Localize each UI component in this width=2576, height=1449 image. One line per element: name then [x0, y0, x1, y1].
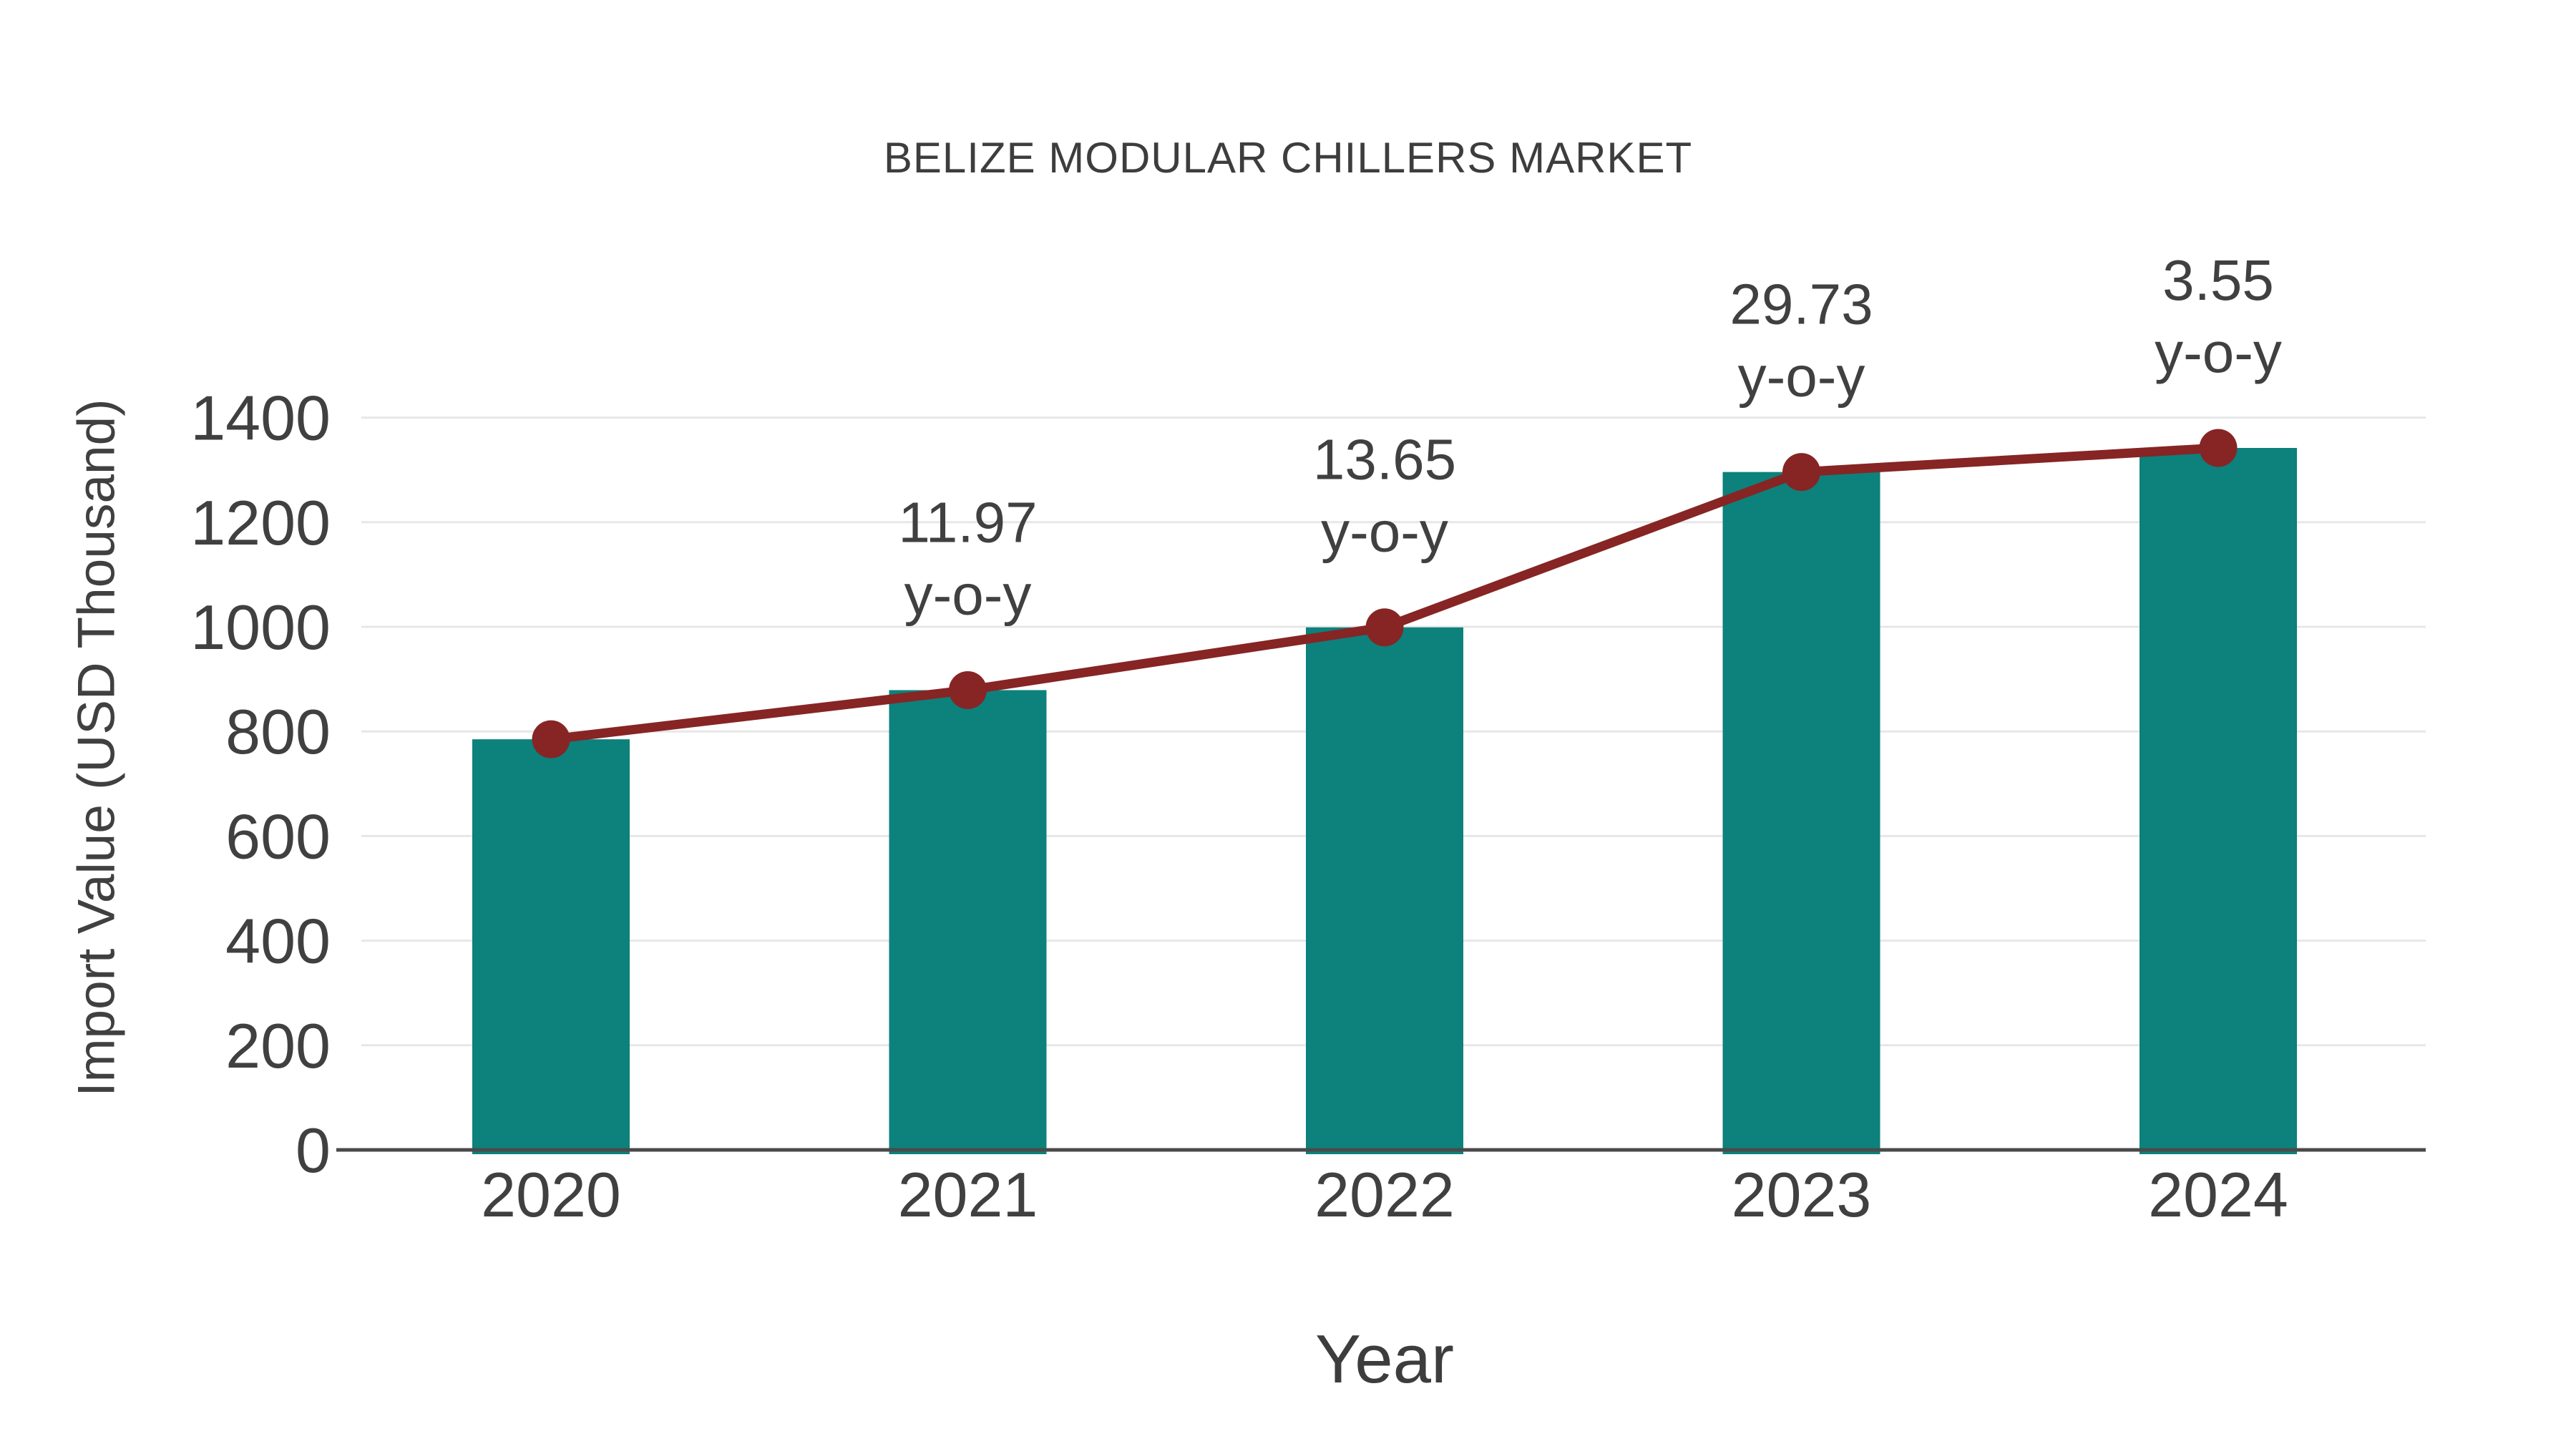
x-tick-label-2021: 2021: [898, 1159, 1038, 1230]
annotation-2023-suffix: y-o-y: [1738, 345, 1865, 409]
annotation-2021-value: 11.97: [898, 490, 1037, 554]
point-2022: [1365, 608, 1404, 647]
y-tick-label-200: 200: [225, 1010, 331, 1081]
annotation-2024-value: 3.55: [2162, 248, 2274, 312]
y-tick-label-0: 0: [296, 1115, 331, 1186]
point-2020: [532, 720, 570, 758]
point-2021: [949, 670, 987, 709]
x-tick-label-2023: 2023: [1732, 1159, 1872, 1230]
x-tick-label-2024: 2024: [2148, 1159, 2288, 1230]
x-tick-label-2022: 2022: [1314, 1159, 1455, 1230]
bar-2021: [889, 690, 1047, 1154]
annotation-2023-value: 29.73: [1729, 273, 1873, 336]
annotation-2022-value: 13.65: [1313, 428, 1456, 492]
point-2024: [2199, 429, 2238, 467]
annotation-2024-suffix: y-o-y: [2155, 321, 2282, 384]
annotation-2021-suffix: y-o-y: [904, 562, 1032, 626]
y-tick-label-1200: 1200: [190, 487, 331, 558]
annotation-2022-suffix: y-o-y: [1321, 500, 1448, 564]
y-tick-label-600: 600: [225, 801, 331, 872]
bar-2024: [2140, 447, 2297, 1154]
chart-title: BELIZE MODULAR CHILLERS MARKET: [883, 134, 1693, 182]
y-tick-label-400: 400: [225, 906, 331, 977]
bar-2022: [1306, 627, 1463, 1154]
x-axis-title: Year: [1315, 1321, 1454, 1397]
x-tick-label-2020: 2020: [481, 1159, 621, 1230]
bar-2020: [472, 739, 630, 1154]
point-2023: [1782, 453, 1820, 492]
y-tick-label-1000: 1000: [190, 592, 331, 663]
bar-2023: [1722, 472, 1880, 1154]
y-tick-label-1400: 1400: [190, 383, 331, 454]
y-tick-label-800: 800: [225, 696, 331, 767]
